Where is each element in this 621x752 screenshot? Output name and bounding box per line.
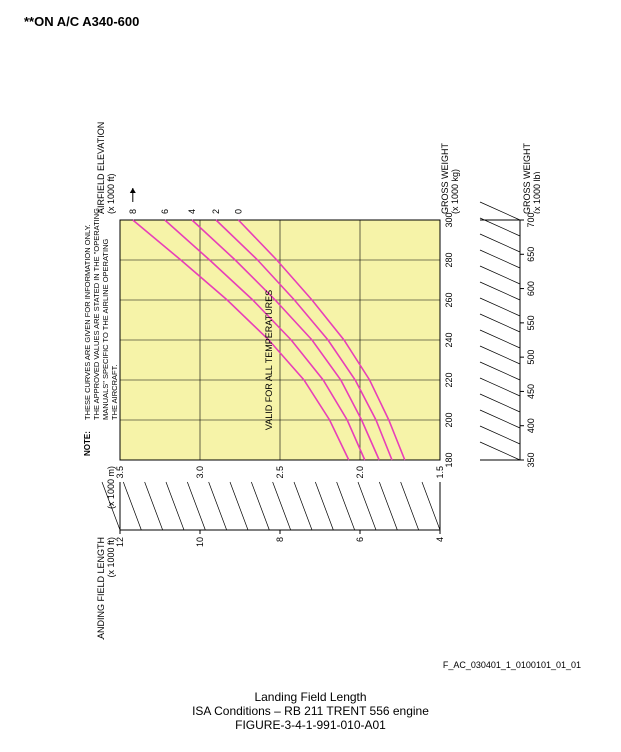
figure-id: F_AC_030401_1_0100101_01_01: [443, 660, 581, 670]
svg-text:550: 550: [526, 315, 536, 330]
svg-text:3.0: 3.0: [195, 466, 205, 479]
svg-text:200: 200: [444, 412, 454, 427]
svg-text:NOTE:: NOTE:: [83, 431, 92, 456]
caption-line-1: Landing Field Length: [0, 690, 621, 704]
svg-text:600: 600: [526, 281, 536, 296]
svg-text:6: 6: [160, 209, 170, 214]
svg-text:VALID FOR ALL TEMPERATURES: VALID FOR ALL TEMPERATURES: [264, 290, 274, 430]
svg-text:0: 0: [233, 209, 243, 214]
svg-text:(x 1000 m): (x 1000 m): [106, 466, 116, 509]
page-header: **ON A/C A340-600: [24, 14, 139, 29]
figure-caption: Landing Field Length ISA Conditions – RB…: [0, 690, 621, 732]
svg-text:2: 2: [211, 209, 221, 214]
caption-line-3: FIGURE-3-4-1-991-010-A01: [0, 718, 621, 732]
svg-text:(x 1000 ft): (x 1000 ft): [106, 537, 116, 578]
svg-text:8: 8: [275, 537, 285, 542]
svg-text:500: 500: [526, 350, 536, 365]
svg-text:THE APPROVED VALUES ARE STATED: THE APPROVED VALUES ARE STATED IN THE "O…: [92, 208, 101, 420]
svg-text:THESE CURVES ARE GIVEN FOR INF: THESE CURVES ARE GIVEN FOR INFORMATION O…: [83, 224, 92, 420]
svg-text:GROSS WEIGHT: GROSS WEIGHT: [440, 142, 450, 214]
svg-text:(x 1000 ft): (x 1000 ft): [106, 173, 116, 214]
chart-area: NOTE: THESE CURVES ARE GIVEN FOR INFORMAT…: [80, 80, 540, 640]
svg-text:280: 280: [444, 252, 454, 267]
svg-text:10: 10: [195, 537, 205, 547]
svg-text:GROSS WEIGHT: GROSS WEIGHT: [522, 142, 532, 214]
svg-text:400: 400: [526, 418, 536, 433]
svg-text:8: 8: [128, 209, 138, 214]
svg-text:LANDING FIELD LENGTH: LANDING FIELD LENGTH: [96, 537, 106, 640]
svg-text:(x 1000 kg): (x 1000 kg): [450, 169, 460, 214]
svg-text:AIRFIELD ELEVATION: AIRFIELD ELEVATION: [96, 122, 106, 214]
svg-text:4: 4: [187, 209, 197, 214]
svg-text:6: 6: [355, 537, 365, 542]
svg-text:260: 260: [444, 292, 454, 307]
svg-text:MANUALS" SPECIFIC TO THE AIRLI: MANUALS" SPECIFIC TO THE AIRLINE OPERATI…: [101, 239, 110, 420]
svg-text:(x 1000 lb): (x 1000 lb): [532, 171, 540, 214]
svg-text:450: 450: [526, 384, 536, 399]
svg-text:2.5: 2.5: [275, 466, 285, 479]
svg-text:180: 180: [444, 452, 454, 467]
svg-text:350: 350: [526, 452, 536, 467]
svg-text:1.5: 1.5: [435, 466, 445, 479]
svg-text:240: 240: [444, 332, 454, 347]
svg-text:2.0: 2.0: [355, 466, 365, 479]
svg-text:THE AIRCRAFT.: THE AIRCRAFT.: [110, 365, 119, 420]
svg-text:650: 650: [526, 247, 536, 262]
chart-svg: NOTE: THESE CURVES ARE GIVEN FOR INFORMAT…: [80, 80, 540, 640]
svg-text:3.5: 3.5: [115, 466, 125, 479]
svg-text:220: 220: [444, 372, 454, 387]
svg-text:12: 12: [115, 537, 125, 547]
svg-text:4: 4: [435, 537, 445, 542]
caption-line-2: ISA Conditions – RB 211 TRENT 556 engine: [0, 704, 621, 718]
